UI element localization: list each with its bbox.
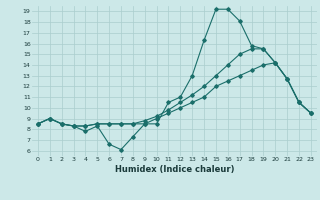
X-axis label: Humidex (Indice chaleur): Humidex (Indice chaleur) bbox=[115, 165, 234, 174]
